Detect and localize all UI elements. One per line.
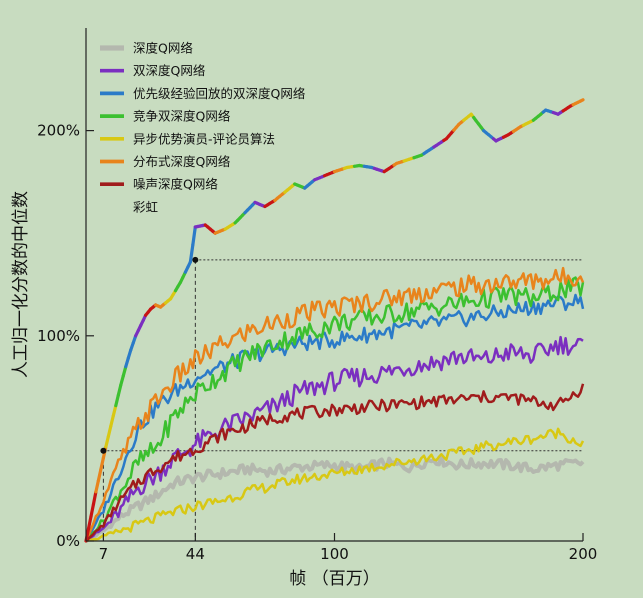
series-line-rainbow-segment [111, 404, 118, 418]
axes: 7 44 100 200 0% 100% 200% [37, 28, 597, 563]
series-line-rainbow-segment [116, 383, 123, 397]
series-line-1 [85, 335, 584, 543]
y-tick-label-0: 0% [56, 532, 80, 550]
series-line-rainbow-segment [578, 98, 585, 103]
series-line-rainbow-segment [109, 414, 115, 428]
series-line-rainbow-segment [99, 456, 106, 471]
x-tick-label-3: 200 [569, 545, 598, 563]
x-tick-label-2: 100 [320, 545, 349, 563]
series-line-rainbow-segment [89, 502, 96, 519]
series-line-rainbow-segment [114, 393, 120, 408]
series-line-rainbow-segment [96, 467, 103, 483]
x-tick-label-1: 44 [186, 545, 205, 563]
x-tick-label-0: 7 [99, 545, 109, 563]
x-axis-title: 帧 （百万） [289, 569, 379, 589]
legend-label-7: 彩虹 [133, 199, 159, 214]
series-line-rainbow-segment [91, 490, 98, 506]
legend-label-4: 异步优势演员-评论员算法 [133, 131, 275, 146]
series-line-rainbow-segment [86, 514, 93, 531]
legend-label-5: 分布式深度Q网络 [133, 154, 231, 169]
legend: 深度Q网络双深度Q网络优先级经验回放的双深度Q网络竞争双深度Q网络异步优势演员-… [100, 41, 306, 214]
y-axis-title: 人工归一化分数的中位数 [11, 191, 31, 378]
series-line-rainbow-segment [104, 434, 111, 449]
series-line-2 [84, 293, 585, 542]
y-tick-label-2: 200% [37, 122, 80, 140]
guide-marker-0 [100, 447, 107, 454]
legend-label-3: 竞争双深度Q网络 [133, 109, 231, 124]
y-tick-label-1: 100% [37, 327, 80, 345]
series-line-4 [85, 427, 585, 543]
legend-label-1: 双深度Q网络 [133, 63, 206, 78]
legend-label-0: 深度Q网络 [133, 41, 193, 56]
series-line-0 [84, 454, 585, 543]
series-layer [84, 98, 585, 543]
series-line-rainbow-segment [94, 478, 101, 494]
legend-label-2: 优先级经验回放的双深度Q网络 [133, 86, 306, 101]
series-line-5 [84, 266, 585, 542]
guide-marker-1 [192, 256, 199, 263]
series-line-rainbow-segment [188, 242, 195, 264]
series-line-6 [85, 383, 585, 542]
series-line-rainbow-segment [106, 424, 113, 438]
series-line-3 [85, 276, 585, 542]
legend-label-6: 噪声深度Q网络 [133, 177, 218, 192]
series-line-rainbow-segment [191, 225, 197, 247]
